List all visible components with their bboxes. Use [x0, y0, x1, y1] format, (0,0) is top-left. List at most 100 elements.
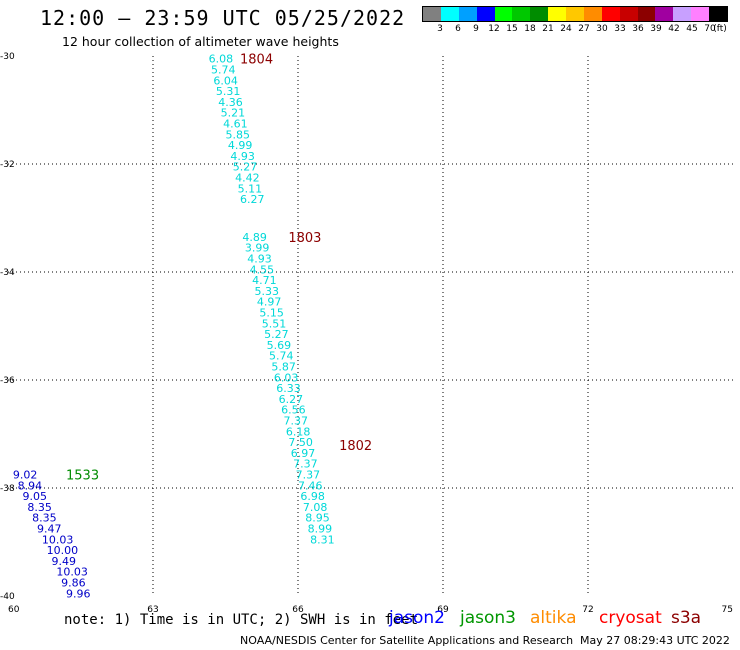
lon-tick-label: 63 — [147, 605, 158, 615]
swh-value: 10.00 — [47, 544, 79, 557]
legend-label: 3 — [437, 24, 443, 34]
swh-value: 6.18 — [286, 425, 311, 438]
swh-value: 8.35 — [27, 501, 52, 514]
legend-label: 24 — [560, 24, 572, 34]
legend-label: 42 — [668, 24, 680, 34]
swh-value: 8.94 — [18, 479, 42, 492]
legend-label: 70 — [704, 24, 716, 34]
swh-value: 6.33 — [276, 382, 301, 395]
lon-tick-label: 66 — [292, 605, 304, 615]
swh-value: 7.37 — [293, 458, 318, 471]
swh-value: 4.61 — [223, 118, 248, 131]
legend-swatch — [673, 7, 692, 21]
pass-time-label: 1803 — [288, 231, 321, 246]
swh-value: 6.03 — [274, 371, 299, 384]
swh-value: 5.31 — [216, 85, 241, 98]
swh-value: 6.97 — [291, 447, 316, 460]
swh-value: 8.35 — [32, 512, 57, 525]
lat-tick-label: -30 — [0, 52, 15, 62]
legend-label: 15 — [506, 24, 518, 34]
legend-label: 33 — [614, 24, 626, 34]
legend-swatch — [512, 7, 531, 21]
legend-swatch — [440, 7, 459, 21]
grid-lines — [8, 56, 733, 596]
swh-value: 3.99 — [245, 242, 269, 255]
swh-value: 7.46 — [298, 479, 323, 492]
pass-labels: 1804 1803 1802 1533 — [66, 53, 372, 484]
legend-swatch — [691, 7, 709, 21]
legend-swatch — [655, 7, 674, 21]
color-legend: 3 6 9 12 15 18 21 24 27 30 33 36 39 42 45 70 (ft) — [422, 6, 728, 34]
lat-tick-label: -34 — [0, 268, 15, 278]
swh-value: 6.98 — [300, 490, 325, 503]
swh-value: 6.27 — [279, 393, 304, 406]
legend-swatch — [458, 7, 477, 21]
lon-tick-label: 75 — [722, 605, 733, 615]
swh-value: 4.93 — [230, 150, 255, 163]
legend-swatch — [494, 7, 513, 21]
legend-swatch — [583, 7, 602, 21]
swh-value: 6.04 — [213, 74, 238, 87]
swh-value: 6.08 — [209, 53, 234, 66]
legend-swatch — [619, 7, 638, 21]
swh-value: 5.87 — [271, 361, 296, 374]
legend-swatch — [476, 7, 495, 21]
satellite-cryosat: cryosat — [599, 608, 662, 628]
pass-time-label: 1802 — [339, 439, 372, 454]
lat-tick-label: -38 — [0, 484, 15, 494]
satellite-altika: altika — [530, 608, 577, 628]
swh-value: 7.08 — [303, 501, 328, 514]
lon-tick-label: 72 — [582, 605, 593, 615]
legend-label: 18 — [524, 24, 536, 34]
footnote: note: 1) Time is in UTC; 2) SWH is in fe… — [64, 612, 419, 628]
legend-swatch — [709, 7, 727, 21]
swh-value: 4.71 — [252, 274, 276, 287]
swh-value: 7.37 — [284, 415, 309, 428]
satellite-jason2: jason2 — [389, 608, 445, 628]
swh-value: 8.99 — [308, 523, 333, 536]
legend-swatch — [601, 7, 620, 21]
swh-value: 6.56 — [281, 404, 306, 417]
swh-value: 5.33 — [255, 285, 280, 298]
generation-timestamp: May 27 08:29:43 UTC 2022 — [580, 634, 730, 647]
legend-label: 45 — [686, 24, 698, 34]
swh-value: 8.31 — [310, 533, 335, 546]
axis-ticks: -30 -32 -34 -36 -38 -40 60 63 66 69 72 75 — [0, 52, 733, 615]
swh-value: 5.74 — [269, 350, 294, 363]
swh-value: 4.55 — [250, 263, 275, 276]
swh-value: 7.37 — [296, 469, 321, 482]
swh-value: 4.97 — [257, 296, 282, 309]
swh-value: 4.36 — [218, 96, 243, 109]
legend-label: 9 — [473, 24, 479, 34]
swh-value: 5.11 — [238, 182, 262, 195]
legend-swatch — [637, 7, 656, 21]
swh-value: 9.47 — [37, 523, 62, 536]
swh-value: 8.95 — [305, 512, 330, 525]
legend-label: 27 — [578, 24, 590, 34]
legend-label: 12 — [488, 24, 500, 34]
satellite-s3a: s3a — [671, 608, 702, 628]
legend-label: 30 — [596, 24, 608, 34]
swh-value: 4.89 — [242, 231, 267, 244]
legend-swatch — [423, 7, 441, 21]
swh-value: 5.27 — [264, 328, 289, 341]
swh-value: 9.02 — [13, 469, 38, 482]
swh-value: 5.85 — [226, 128, 251, 141]
credit-line: NOAA/NESDIS Center for Satellite Applica… — [240, 634, 574, 647]
legend-swatch — [530, 7, 549, 21]
swh-value: 5.21 — [221, 107, 246, 120]
lat-tick-label: -36 — [0, 376, 15, 386]
swh-value: 4.93 — [247, 253, 272, 266]
swh-value: 5.15 — [259, 307, 284, 320]
satellite-jason3: jason3 — [460, 608, 516, 628]
observations: 6.085.746.045.314.365.214.615.854.994.93… — [13, 53, 335, 601]
legend-unit: (ft) — [713, 24, 727, 34]
page-subtitle: 12 hour collection of altimeter wave hei… — [62, 34, 339, 49]
swh-value: 9.86 — [61, 577, 86, 590]
swh-value: 9.05 — [23, 490, 48, 503]
swh-value: 10.03 — [42, 533, 73, 546]
lat-tick-label: -32 — [0, 160, 15, 170]
swh-value: 9.49 — [52, 555, 77, 568]
swh-value: 4.99 — [228, 139, 253, 152]
lon-tick-label: 60 — [8, 605, 20, 615]
